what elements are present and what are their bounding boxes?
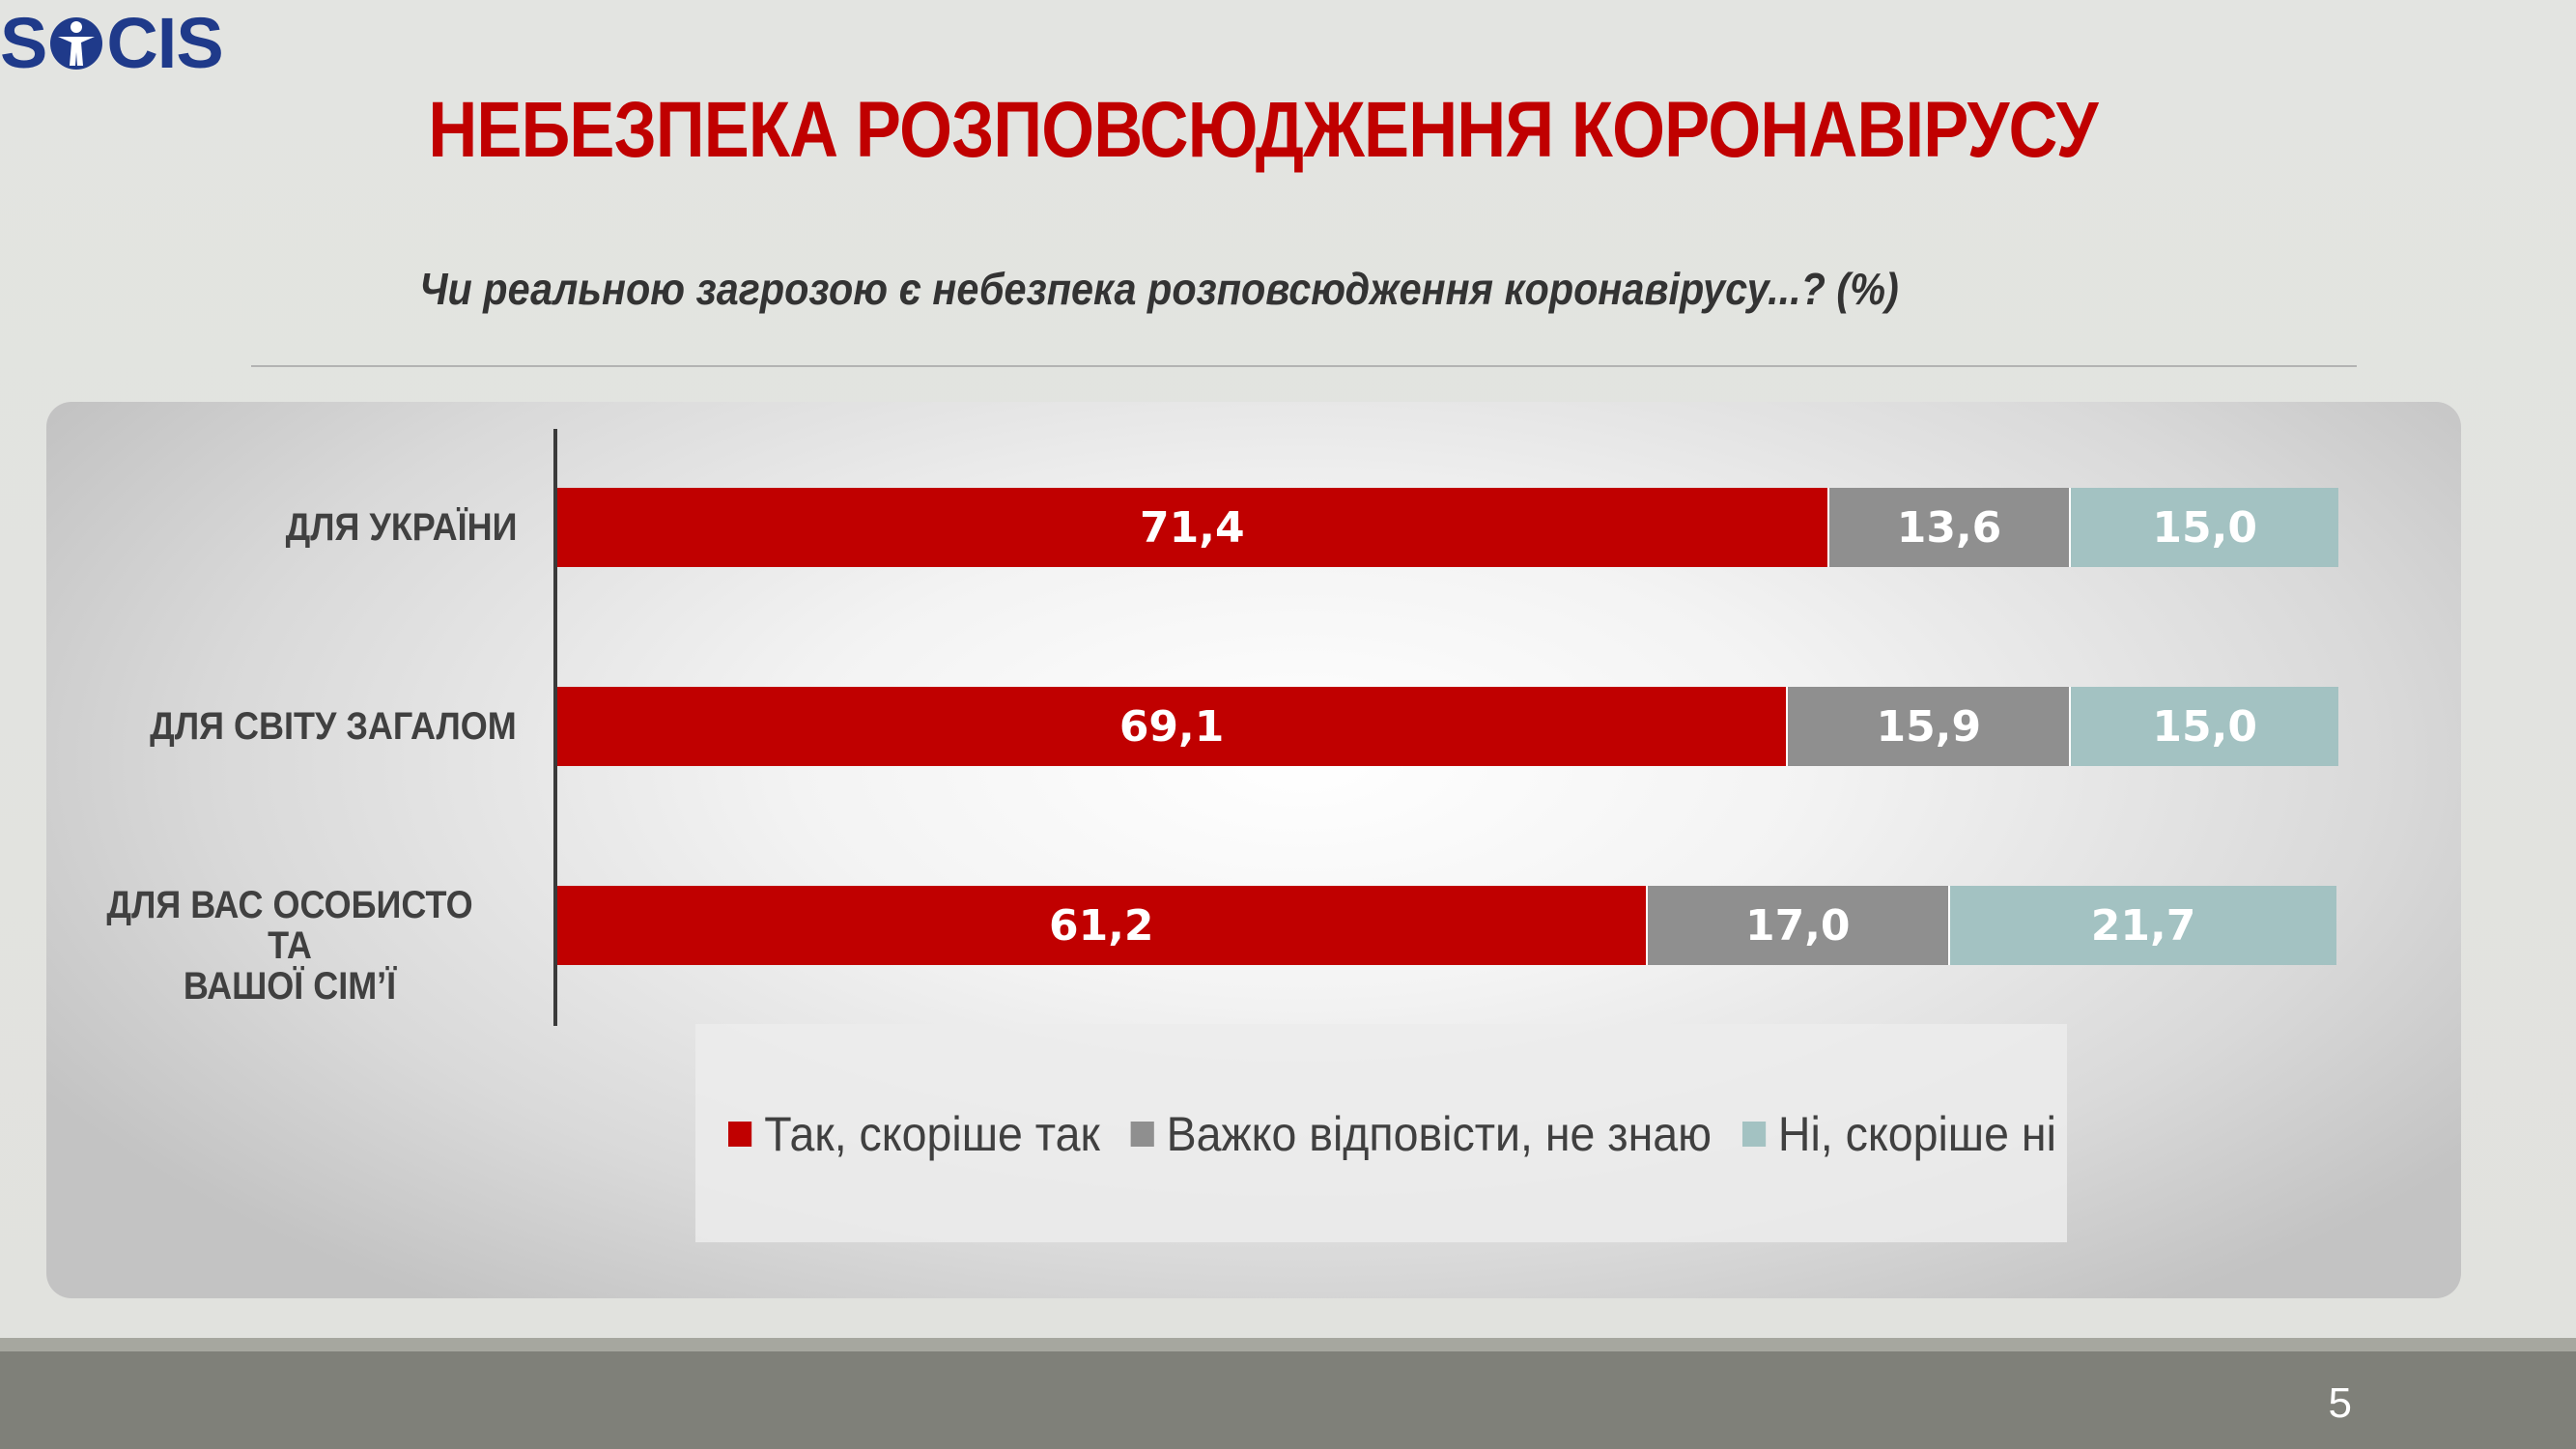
page-number: 5 (2328, 1379, 2352, 1427)
title-divider (251, 365, 2357, 367)
bar-segment: 17,0 (1647, 886, 1950, 965)
bar-segment: 21,7 (1949, 886, 2337, 965)
bar-segment: 71,4 (557, 488, 1829, 567)
category-label-line: ДЛЯ СВІТУ ЗАГАЛОМ (150, 705, 517, 748)
category-label: ДЛЯ ВАС ОСОБИСТО ТА ВАШОЇ СІМ’Ї (81, 885, 498, 1007)
legend-swatch (1741, 1122, 1766, 1147)
legend-background (695, 1024, 2067, 1242)
bar-segment: 15,0 (2071, 488, 2338, 567)
chart-legend: Так, скоріше так Важко відповісти, не зна… (728, 1105, 2087, 1163)
bar-segment: 13,6 (1828, 488, 2072, 567)
bar-row: 69,1 15,9 15,0 (557, 687, 2338, 766)
chart-category-axis (553, 429, 557, 1026)
socis-logo: S CIS (0, 3, 224, 83)
logo-text-left: S (0, 3, 47, 83)
logo-text-right: CIS (106, 3, 223, 83)
legend-item: Важко відповісти, не знаю (1130, 1106, 1712, 1162)
legend-swatch (1130, 1122, 1154, 1147)
legend-item: Так, скоріше так (728, 1106, 1100, 1162)
category-label: ДЛЯ УКРАЇНИ (285, 507, 517, 548)
bar-row: 61,2 17,0 21,7 (557, 886, 2337, 965)
page-title: НЕБЕЗПЕКА РОЗПОВСЮДЖЕННЯ КОРОНАВІРУСУ (428, 86, 2098, 174)
bar-segment: 15,9 (1788, 687, 2072, 766)
bar-segment: 61,2 (557, 886, 1648, 965)
logo-figure-icon (50, 17, 103, 70)
category-label-line: ДЛЯ УКРАЇНИ (285, 506, 517, 549)
category-label-line: ВАШОЇ СІМ’Ї (183, 965, 397, 1008)
legend-label: Ні, скоріше ні (1777, 1107, 2056, 1161)
footer-bar (0, 1338, 2576, 1449)
legend-item: Ні, скоріше ні (1741, 1106, 2056, 1162)
category-label: ДЛЯ СВІТУ ЗАГАЛОМ (150, 706, 517, 747)
category-label-line: ДЛЯ ВАС ОСОБИСТО ТА (106, 884, 473, 967)
bar-row: 71,4 13,6 15,0 (557, 488, 2338, 567)
bar-segment: 15,0 (2071, 687, 2338, 766)
legend-swatch (728, 1122, 752, 1147)
bar-segment: 69,1 (557, 687, 1789, 766)
chart-subtitle: Чи реальною загрозою є небезпека розповс… (419, 264, 1899, 314)
legend-label: Важко відповісти, не знаю (1166, 1107, 1713, 1161)
legend-label: Так, скоріше так (764, 1107, 1100, 1161)
